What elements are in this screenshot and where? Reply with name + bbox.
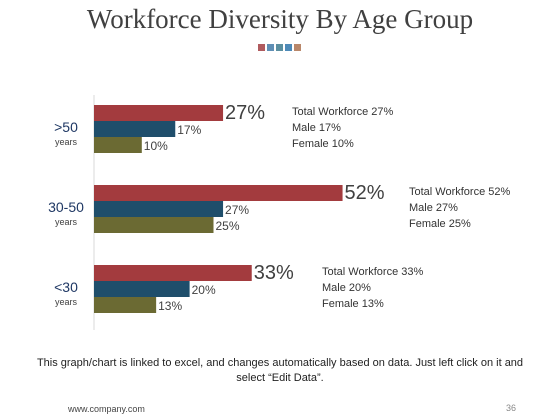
annotation-line: Male 20%	[322, 282, 371, 294]
annotation-line: Total Workforce 33%	[322, 266, 424, 278]
decor-square	[258, 44, 265, 51]
category-label: <30	[54, 279, 78, 295]
bar-total-workforce	[94, 105, 224, 121]
data-label: 17%	[177, 123, 201, 137]
data-label: 10%	[144, 139, 168, 153]
bar-female	[94, 137, 142, 153]
slide-title: Workforce Diversity By Age Group	[86, 4, 474, 34]
category-label: >50	[54, 119, 78, 135]
data-label: 20%	[192, 283, 216, 297]
bar-total-workforce	[94, 185, 343, 201]
data-label: 13%	[158, 299, 182, 313]
annotation-line: Total Workforce 27%	[292, 106, 394, 118]
annotation-line: Female 25%	[409, 218, 471, 230]
footnote: This graph/chart is linked to excel, and…	[36, 357, 524, 384]
bar-female	[94, 217, 214, 233]
category-sublabel: years	[55, 137, 78, 147]
category-sublabel: years	[55, 217, 78, 227]
footer-url: www.company.com	[68, 404, 145, 414]
decor-square	[294, 44, 301, 51]
bar-male	[94, 121, 176, 137]
data-label: 25%	[216, 219, 240, 233]
annotation-line: Male 27%	[409, 202, 458, 214]
title-decoration	[258, 38, 303, 51]
category-sublabel: years	[55, 297, 78, 307]
bar-female	[94, 297, 157, 313]
decor-square	[276, 44, 283, 51]
data-label: 33%	[254, 262, 294, 284]
bar-male	[94, 281, 190, 297]
annotation-line: Total Workforce 52%	[409, 186, 511, 198]
decor-square	[285, 44, 292, 51]
data-label: 27%	[225, 102, 265, 124]
bar-chart: >50 years 27% 17% 10% Total Workforce 27% Male…	[0, 90, 560, 340]
page-number: 36	[506, 403, 517, 413]
annotation-line: Female 10%	[292, 138, 354, 150]
annotation-line: Female 13%	[322, 298, 384, 310]
category-label: 30-50	[48, 199, 84, 215]
data-label: 27%	[225, 203, 249, 217]
data-label: 52%	[345, 182, 385, 204]
chart-svg: >50 years 27% 17% 10% Total Workforce 27% Male…	[48, 95, 511, 330]
annotation-line: Male 17%	[292, 122, 341, 134]
decor-square	[267, 44, 274, 51]
bar-male	[94, 201, 224, 217]
bar-total-workforce	[94, 265, 252, 281]
